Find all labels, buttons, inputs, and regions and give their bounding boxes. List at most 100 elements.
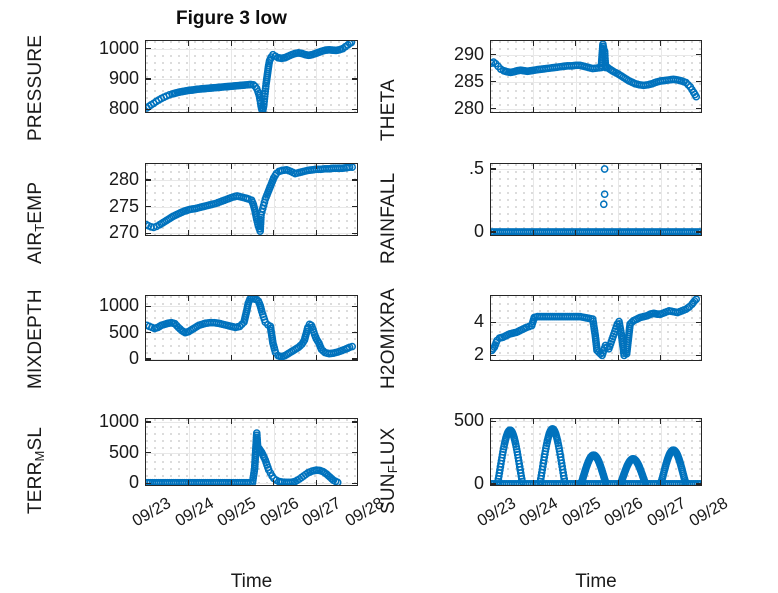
y-tick-label: 500: [108, 441, 139, 462]
axes-box: [145, 40, 358, 113]
y-tickmark: [696, 80, 701, 83]
gridline-vertical: [575, 164, 577, 235]
axes-box: [490, 418, 702, 486]
gridline-vertical: [533, 41, 535, 112]
y-tick-label: 1000: [98, 411, 139, 432]
y-tickmark: [696, 107, 701, 110]
x-tickmark: [230, 41, 232, 46]
gridline-horizontal: [146, 233, 357, 235]
gridline-horizontal: [146, 48, 357, 50]
gridline-horizontal: [491, 421, 701, 423]
gridline-vertical: [533, 164, 535, 235]
y-tickmark: [491, 420, 496, 423]
x-tickmark: [575, 296, 577, 301]
x-tickmark: [315, 107, 318, 112]
figure-title: Figure 3 low: [176, 8, 287, 29]
gridline-vertical: [316, 296, 318, 360]
y-tickmark: [352, 421, 357, 423]
x-tickmark: [532, 419, 535, 424]
y-tickmark: [491, 80, 496, 83]
y-tickmark: [146, 232, 151, 234]
x-tickmark: [659, 355, 662, 360]
x-tickmark: [659, 41, 662, 46]
axes-box: [145, 418, 358, 486]
y-tick-label: 500: [108, 321, 139, 342]
gridline-horizontal: [491, 169, 701, 171]
y-tickmark: [146, 47, 151, 50]
x-tickmark: [273, 419, 275, 424]
gridline-horizontal: [491, 81, 701, 83]
gridline-vertical: [188, 419, 190, 485]
y-tickmark: [491, 168, 496, 170]
gridline-horizontal: [491, 54, 701, 56]
x-tickmark: [532, 296, 535, 301]
x-tickmark: [575, 419, 577, 424]
y-tickmark: [146, 179, 151, 181]
x-tickmark: [230, 355, 232, 360]
gridline-vertical: [533, 419, 535, 485]
gridline-vertical: [316, 41, 318, 112]
y-tickmark: [352, 482, 357, 484]
x-tickmark: [532, 480, 535, 485]
y-tickmark: [491, 231, 496, 233]
x-tickmark: [230, 164, 232, 169]
x-tickmark: [532, 230, 535, 235]
x-tickmark: [617, 164, 619, 169]
y-tick-label: 1000: [98, 37, 139, 58]
x-tickmark: [315, 41, 318, 46]
y-axis-label: SUNFLUX: [378, 427, 400, 514]
x-tickmark: [659, 164, 662, 169]
gridline-vertical: [273, 419, 275, 485]
axes-box: [490, 40, 702, 113]
x-tickmark: [230, 480, 232, 485]
y-tickmark: [146, 421, 151, 423]
y-tick-label: 0: [473, 220, 484, 241]
x-tickmark: [575, 41, 577, 46]
y-tickmark: [491, 483, 496, 485]
y-tickmark: [696, 53, 701, 56]
x-tickmark: [617, 419, 619, 424]
y-tickmark: [146, 205, 151, 208]
x-tickmark: [187, 107, 190, 112]
y-tickmark: [146, 451, 151, 454]
gridline-horizontal: [146, 306, 357, 308]
y-tick-label: 0: [473, 472, 484, 493]
x-axis-label: Time: [575, 571, 617, 592]
gridline-horizontal: [146, 332, 357, 334]
series-markers: [491, 425, 701, 485]
series-markers: [146, 41, 356, 112]
x-tickmark: [575, 480, 577, 485]
y-tickmark: [696, 231, 701, 233]
y-tick-label: 290: [453, 43, 484, 64]
x-tickmark: [532, 164, 535, 169]
series-markers: [146, 296, 357, 360]
y-tickmark: [352, 78, 357, 80]
x-tickmark: [315, 355, 318, 360]
gridline-horizontal: [146, 422, 357, 424]
x-tickmark: [575, 107, 577, 112]
y-tick-label: 280: [108, 168, 139, 189]
x-tickmark: [575, 355, 577, 360]
y-tickmark: [491, 107, 496, 110]
gridline-vertical: [575, 41, 577, 112]
gridline-vertical: [231, 419, 233, 485]
x-tickmark: [273, 41, 275, 46]
gridline-horizontal: [146, 452, 357, 454]
grid-dots: [491, 164, 701, 235]
x-tickmark: [230, 296, 232, 301]
x-tickmark: [273, 355, 275, 360]
y-tick-label: 0: [128, 347, 139, 368]
x-tickmark: [659, 107, 662, 112]
x-tickmark: [617, 41, 619, 46]
y-tickmark: [146, 78, 151, 80]
y-tickmark: [696, 483, 701, 485]
y-tickmark: [146, 108, 151, 111]
y-tickmark: [352, 451, 357, 454]
y-tick-label: 275: [108, 195, 139, 216]
axes-box: [490, 163, 702, 236]
